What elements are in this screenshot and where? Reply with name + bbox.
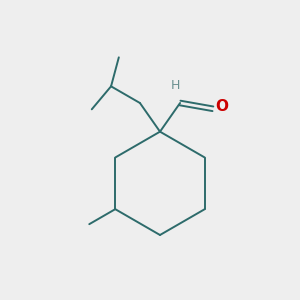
Text: O: O xyxy=(216,99,229,114)
Text: H: H xyxy=(170,79,180,92)
